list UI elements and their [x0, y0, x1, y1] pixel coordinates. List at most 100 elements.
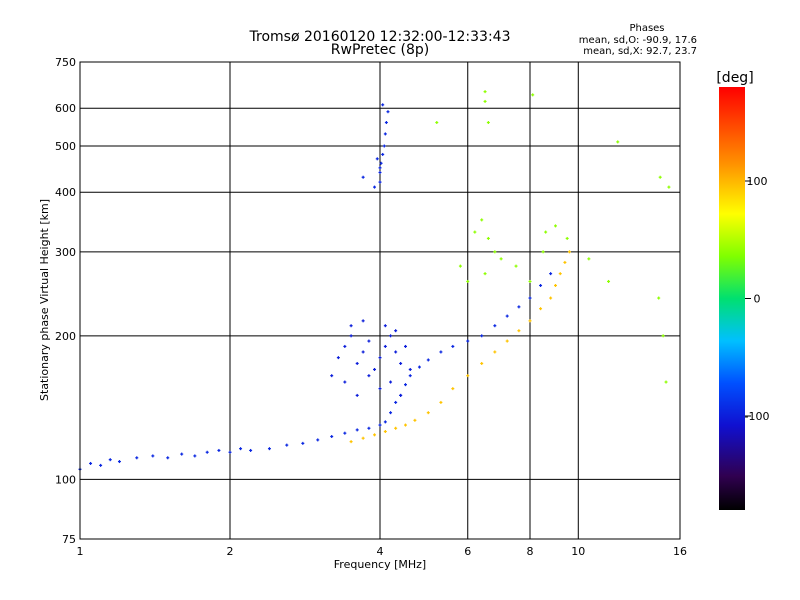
data-point — [426, 411, 430, 415]
data-point — [517, 329, 521, 333]
phase-stats-x: mean, sd,X: 92.7, 23.7 — [583, 46, 697, 57]
data-point — [355, 361, 359, 365]
colorbar-ticks: 100 0 -100 — [745, 175, 770, 423]
data-point — [355, 428, 359, 432]
data-point — [549, 296, 553, 300]
data-point — [379, 161, 383, 165]
data-point — [349, 324, 353, 328]
data-point — [375, 157, 379, 161]
data-point — [403, 423, 407, 427]
data-point — [384, 121, 388, 125]
data-point — [330, 435, 334, 439]
data-point — [378, 387, 382, 391]
data-point — [486, 236, 490, 240]
data-point — [383, 324, 387, 328]
data-point — [383, 420, 387, 424]
data-point — [343, 431, 347, 435]
data-point — [587, 257, 591, 261]
data-point — [361, 175, 365, 179]
data-point — [361, 319, 365, 323]
data-point — [483, 90, 487, 94]
grid — [80, 62, 680, 539]
data-point — [394, 426, 398, 430]
y-tick-label: 400 — [55, 186, 76, 199]
data-point — [505, 339, 509, 343]
data-point — [378, 180, 382, 184]
data-point — [89, 461, 93, 465]
x-tick-label: 10 — [571, 545, 585, 558]
y-axis-ticks: 75 100 200 300 400 500 600 750 — [55, 56, 76, 546]
data-point — [417, 365, 421, 369]
data-point — [316, 438, 320, 442]
data-point — [285, 443, 289, 447]
data-point — [381, 152, 385, 156]
data-point — [528, 279, 532, 283]
data-point — [301, 441, 305, 445]
data-point — [378, 166, 382, 170]
data-point — [135, 456, 139, 460]
chart-title-line2: RwPretec (8p) — [331, 42, 429, 58]
data-point — [394, 350, 398, 354]
y-tick-label: 75 — [62, 533, 76, 546]
phase-stats-heading: Phases — [629, 23, 664, 34]
data-point — [389, 380, 393, 384]
data-point — [493, 250, 497, 254]
y-tick-label: 500 — [55, 140, 76, 153]
data-point — [539, 307, 543, 311]
data-point — [658, 175, 662, 179]
data-point — [480, 218, 484, 222]
data-point — [378, 356, 382, 360]
plot-frame — [79, 61, 681, 540]
data-point — [367, 426, 371, 430]
data-point — [408, 374, 412, 378]
colorbar — [719, 87, 745, 510]
data-point — [466, 374, 470, 378]
data-point — [383, 430, 387, 434]
data-point — [389, 411, 393, 415]
data-point — [267, 447, 271, 451]
data-point — [544, 230, 548, 234]
data-point — [378, 423, 382, 427]
data-point — [514, 264, 518, 268]
data-point — [567, 250, 571, 254]
data-point — [108, 458, 112, 462]
chart-title-line1: Tromsø 20160120 12:32:00-12:33:43 — [249, 29, 511, 45]
data-point — [505, 314, 509, 318]
x-axis-label: Frequency [MHz] — [334, 558, 426, 571]
data-point — [466, 339, 470, 343]
data-point — [563, 260, 567, 264]
data-point — [383, 132, 387, 136]
data-point — [439, 400, 443, 404]
data-point — [151, 454, 155, 458]
data-point — [349, 440, 353, 444]
data-point — [399, 393, 403, 397]
colorbar-tick-label: -100 — [745, 410, 770, 423]
data-point — [607, 279, 611, 283]
data-point — [451, 387, 455, 391]
data-point — [549, 272, 553, 276]
data-point — [249, 448, 253, 452]
data-point — [205, 450, 209, 454]
y-tick-label: 600 — [55, 102, 76, 115]
data-point — [367, 339, 371, 343]
data-point — [367, 374, 371, 378]
data-points — [78, 90, 671, 471]
colorbar-tick-label: 100 — [747, 175, 768, 188]
data-point — [553, 224, 557, 228]
data-point — [493, 350, 497, 354]
data-point — [539, 283, 543, 287]
y-tick-label: 100 — [55, 473, 76, 486]
data-point — [528, 296, 532, 300]
colorbar-unit: [deg] — [716, 70, 753, 86]
y-tick-label: 300 — [55, 246, 76, 259]
x-tick-label: 4 — [377, 545, 384, 558]
data-point — [355, 393, 359, 397]
y-tick-label: 200 — [55, 330, 76, 343]
data-point — [336, 356, 340, 360]
data-point — [480, 334, 484, 338]
data-point — [517, 305, 521, 309]
data-point — [180, 452, 184, 456]
data-point — [435, 121, 439, 125]
data-point — [403, 383, 407, 387]
data-point — [499, 257, 503, 261]
